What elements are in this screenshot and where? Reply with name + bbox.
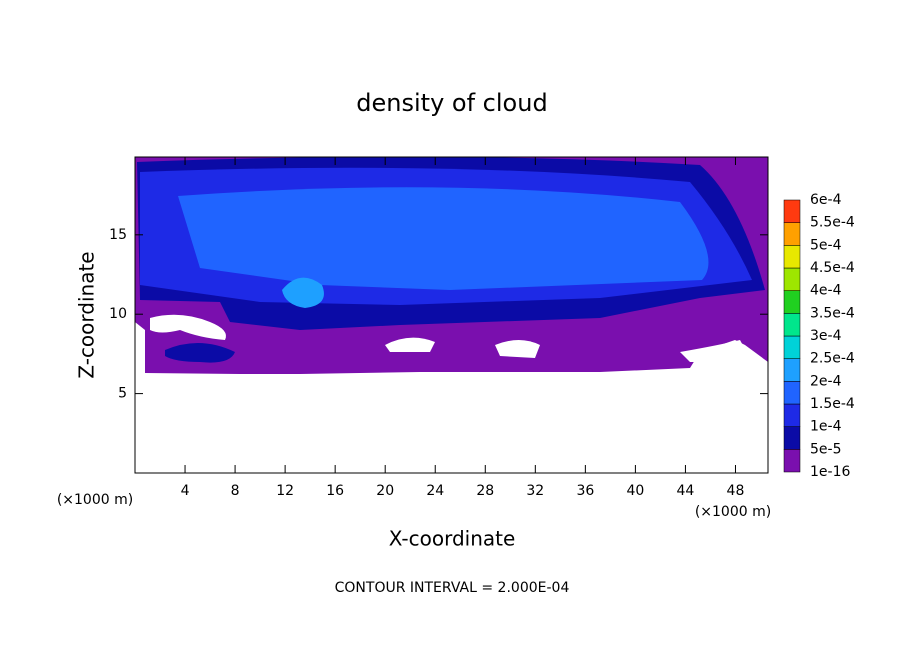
colorbar-band	[783, 449, 801, 473]
x-tick-label: 12	[276, 483, 294, 499]
field-region	[282, 277, 324, 308]
x-tick-label: 40	[626, 483, 644, 499]
colorbar-label: 1e-4	[810, 419, 842, 435]
x-tick-label: 28	[476, 483, 494, 499]
colorbar-label: 5.5e-4	[810, 215, 855, 231]
colorbar-band	[783, 335, 801, 359]
colorbar-band	[783, 222, 801, 246]
field-region	[165, 342, 235, 363]
x-tick-label: 8	[231, 483, 240, 499]
x-tick-label: 44	[677, 483, 695, 499]
colorbar-band	[783, 358, 801, 382]
chart-title: density of cloud	[356, 89, 547, 117]
colorbar-label: 3e-4	[810, 328, 842, 344]
plot-frame	[134, 156, 769, 474]
colorbar-label: 6e-4	[810, 192, 842, 208]
colorbar-label: 5e-5	[810, 441, 841, 457]
field-gap	[495, 340, 540, 358]
contour-field	[135, 156, 768, 473]
y-unit: (×1000 m)	[57, 492, 133, 508]
x-tick-label: 20	[376, 483, 394, 499]
x-tick-label: 16	[326, 483, 344, 499]
colorbar-band	[783, 199, 801, 223]
colorbar-band	[783, 290, 801, 314]
colorbar-band	[783, 267, 801, 291]
colorbar-label: 2.5e-4	[810, 351, 855, 367]
colorbar-band	[783, 313, 801, 337]
y-axis-label: Z-coordinate	[75, 251, 99, 378]
colorbar-label: 4.5e-4	[810, 260, 855, 276]
colorbar-label: 1.5e-4	[810, 396, 855, 412]
colorbar-band	[783, 403, 801, 427]
x-tick-label: 48	[727, 483, 745, 499]
x-tick-label: 4	[181, 483, 190, 499]
colorbar-band	[783, 381, 801, 405]
x-tick-label: 36	[576, 483, 594, 499]
y-tick-label: 10	[109, 306, 127, 322]
colorbar-label: 3.5e-4	[810, 305, 855, 321]
annotation: CONTOUR INTERVAL = 2.000E-04	[335, 580, 570, 596]
x-tick-label: 24	[426, 483, 444, 499]
x-axis-label: X-coordinate	[389, 527, 516, 551]
colorbar-label: 5e-4	[810, 237, 842, 253]
field-gap	[150, 314, 226, 340]
colorbar-band	[783, 426, 801, 450]
colorbar-band	[783, 245, 801, 269]
x-tick-label: 32	[526, 483, 544, 499]
x-unit: (×1000 m)	[695, 504, 771, 520]
field-gap	[680, 340, 752, 362]
field-region	[178, 187, 709, 290]
y-tick-label: 5	[118, 386, 127, 402]
colorbar-label: 1e-16	[810, 464, 850, 480]
colorbar-label: 2e-4	[810, 373, 842, 389]
colorbar-label: 4e-4	[810, 283, 842, 299]
y-tick-label: 15	[109, 227, 127, 243]
field-gap	[385, 337, 435, 352]
